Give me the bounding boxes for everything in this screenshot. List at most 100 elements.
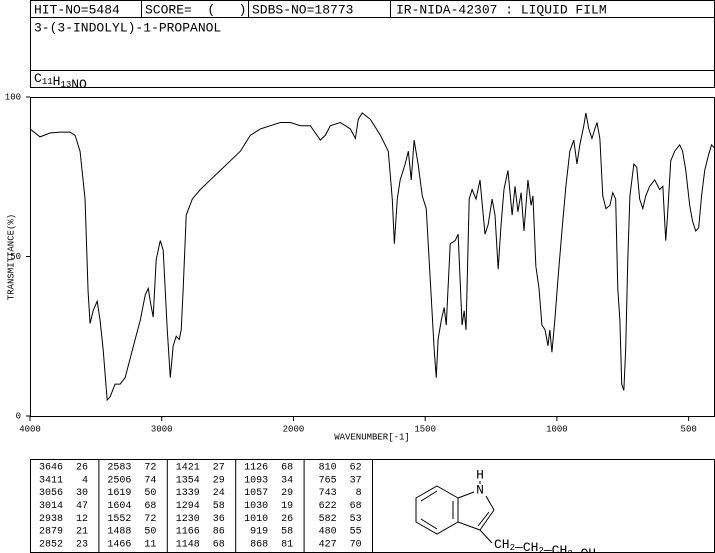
peak-wavenumber: 1093 — [244, 475, 268, 486]
chain-bond: — — [514, 540, 523, 553]
x-tick-label: 3000 — [151, 424, 173, 434]
peak-transmittance: 74 — [144, 475, 156, 486]
bond — [479, 529, 493, 544]
peak-wavenumber: 2583 — [107, 463, 131, 474]
chain-subscript: 2 — [567, 549, 572, 553]
header-box — [30, 0, 715, 18]
peak-wavenumber: 2879 — [39, 527, 63, 538]
peak-transmittance: 12 — [76, 514, 88, 525]
x-tick-label: 500 — [681, 424, 697, 434]
peak-transmittance: 47 — [76, 501, 88, 512]
peak-transmittance: 68 — [144, 501, 156, 512]
chain-subscript: 2 — [510, 543, 515, 553]
peak-transmittance: 27 — [213, 463, 225, 474]
peak-transmittance: 11 — [144, 539, 156, 550]
peak-wavenumber: 1421 — [176, 463, 200, 474]
chain-bond: — — [572, 546, 581, 553]
y-tick-label: 0 — [16, 411, 21, 421]
side-chain: CH2—CH2—CH2—OH — [494, 537, 596, 553]
formula-element: H — [53, 74, 61, 89]
peak-wavenumber: 1148 — [176, 539, 200, 550]
y-tick-label: 100 — [5, 92, 21, 102]
peak-transmittance: 70 — [350, 539, 362, 550]
atom-n: N — [476, 482, 484, 497]
peak-wavenumber: 3014 — [39, 501, 63, 512]
peak-wavenumber: 3056 — [39, 488, 63, 499]
peak-wavenumber: 1166 — [176, 527, 200, 538]
chain-group: CH — [523, 540, 539, 553]
x-tick-label: 4000 — [19, 424, 41, 434]
peak-wavenumber: 919 — [250, 527, 268, 538]
peak-wavenumber: 1339 — [176, 488, 200, 499]
peak-wavenumber: 1126 — [244, 463, 268, 474]
peak-transmittance: 36 — [213, 514, 225, 525]
formula: C11H13NO — [34, 71, 87, 92]
peak-transmittance: 21 — [76, 527, 88, 538]
peak-wavenumber: 1030 — [244, 501, 268, 512]
chain-group: CH — [552, 543, 568, 553]
structure-box — [372, 459, 715, 553]
peak-wavenumber: 1230 — [176, 514, 200, 525]
peak-wavenumber: 810 — [319, 463, 337, 474]
formula-box — [30, 70, 715, 88]
peak-transmittance: 29 — [281, 488, 293, 499]
y-axis-label: TRANSMITTANCE(%) — [6, 214, 16, 300]
peak-wavenumber: 1552 — [107, 514, 131, 525]
peak-wavenumber: 3646 — [39, 463, 63, 474]
peak-transmittance: 68 — [350, 501, 362, 512]
peak-wavenumber: 1294 — [176, 501, 200, 512]
peak-transmittance: 37 — [350, 475, 362, 486]
peak-wavenumber: 1057 — [244, 488, 268, 499]
peak-transmittance: 50 — [144, 488, 156, 499]
formula-element: NO — [71, 77, 87, 92]
spectrum-line — [29, 112, 715, 402]
peak-wavenumber: 1466 — [107, 539, 131, 550]
peak-wavenumber: 480 — [319, 527, 337, 538]
x-tick-label: 1500 — [414, 424, 436, 434]
peak-wavenumber: 1010 — [244, 514, 268, 525]
peak-transmittance: 68 — [213, 539, 225, 550]
peak-wavenumber: 582 — [319, 514, 337, 525]
bond — [479, 509, 495, 531]
chain-bond: — — [543, 543, 552, 553]
peak-wavenumber: 2852 — [39, 539, 63, 550]
formula-element: C — [34, 71, 42, 86]
peak-transmittance: 19 — [281, 501, 293, 512]
chain-group: CH — [494, 537, 510, 552]
peak-transmittance: 50 — [144, 527, 156, 538]
bond — [457, 521, 481, 531]
peak-transmittance: 30 — [76, 488, 88, 499]
peak-wavenumber: 743 — [319, 488, 337, 499]
formula-subscript: 13 — [60, 80, 71, 90]
peak-transmittance: 86 — [213, 527, 225, 538]
chain-subscript: 2 — [538, 546, 543, 553]
peak-transmittance: 8 — [356, 488, 362, 499]
atom-h: H — [476, 467, 484, 482]
peak-wavenumber: 1604 — [107, 501, 131, 512]
double-bond — [420, 490, 438, 502]
peak-transmittance: 55 — [350, 527, 362, 538]
peak-transmittance: 58 — [281, 527, 293, 538]
peak-transmittance: 58 — [213, 501, 225, 512]
x-axis-label: WAVENUMBER[-1] — [334, 432, 410, 442]
bond — [457, 491, 475, 499]
peak-transmittance: 34 — [281, 475, 293, 486]
peak-transmittance: 81 — [281, 539, 293, 550]
peak-wavenumber: 765 — [319, 475, 337, 486]
peak-wavenumber: 622 — [319, 501, 337, 512]
peak-wavenumber: 2938 — [39, 514, 63, 525]
x-tick-label: 2000 — [283, 424, 305, 434]
compound-name: 3-(3-INDOLYL)-1-PROPANOL — [34, 20, 221, 35]
peak-wavenumber: 427 — [319, 539, 337, 550]
peak-transmittance: 24 — [213, 488, 225, 499]
peak-transmittance: 26 — [76, 463, 88, 474]
peak-wavenumber: 1354 — [176, 475, 200, 486]
peak-wavenumber: 3411 — [39, 475, 63, 486]
score: SCORE= ( ) — [145, 2, 246, 17]
double-bond — [477, 511, 490, 527]
peak-transmittance: 26 — [281, 514, 293, 525]
peak-transmittance: 68 — [281, 463, 293, 474]
plot-frame — [30, 97, 715, 417]
peak-wavenumber: 2506 — [107, 475, 131, 486]
